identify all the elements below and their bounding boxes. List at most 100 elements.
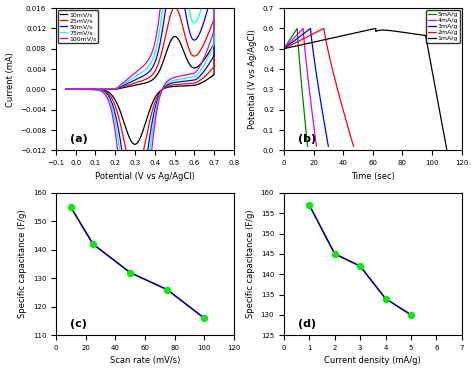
- 1mA/g: [334, 35, 339, 39]
- 2mA/g: [304, 35, 310, 39]
- Line: 4mA/g: 4mA/g: [284, 29, 317, 146]
- 4mA/g: [294, 33, 300, 37]
- 1mA/g: [349, 32, 355, 36]
- X-axis label: Current density (mA/g): Current density (mA/g): [324, 357, 421, 365]
- 25mV/s: [63, 87, 69, 92]
- 50mV/s: [128, 204, 134, 208]
- 2mA/g: [339, 104, 345, 108]
- 25mV/s: [128, 166, 134, 170]
- 5mA/g: [294, 26, 300, 31]
- X-axis label: Time (sec): Time (sec): [351, 172, 395, 181]
- 4mA/g: [281, 46, 287, 51]
- Legend: 10mV/s, 25mV/s, 50mV/s, 75mV/s, 100mV/s: 10mV/s, 25mV/s, 50mV/s, 75mV/s, 100mV/s: [58, 10, 98, 43]
- Point: [331, 251, 338, 257]
- 50mV/s: [93, 87, 99, 92]
- X-axis label: Potential (V vs Ag/AgCl): Potential (V vs Ag/AgCl): [95, 172, 195, 181]
- 2mA/g: [281, 46, 287, 51]
- Line: 100mV/s: 100mV/s: [66, 0, 214, 309]
- 10mV/s: [63, 87, 69, 92]
- 50mV/s: [194, 36, 200, 40]
- 50mV/s: [132, 213, 138, 218]
- Y-axis label: Specific capacitance (F/g): Specific capacitance (F/g): [246, 210, 255, 318]
- 75mV/s: [122, 201, 128, 206]
- 100mV/s: [128, 290, 134, 294]
- 4mA/g: [311, 127, 317, 131]
- 4mA/g: [306, 81, 311, 85]
- 50mV/s: [155, 95, 161, 99]
- 50mV/s: [122, 172, 128, 176]
- 10mV/s: [63, 87, 69, 92]
- 75mV/s: [63, 87, 69, 92]
- Text: (c): (c): [70, 319, 87, 329]
- 100mV/s: [132, 307, 138, 311]
- 25mV/s: [132, 172, 138, 177]
- 25mV/s: [183, 37, 189, 42]
- X-axis label: Scan rate (mV/s): Scan rate (mV/s): [109, 357, 180, 365]
- Legend: 5mA/g, 4mA/g, 3mA/g, 2mA/g, 1mA/g: 5mA/g, 4mA/g, 3mA/g, 2mA/g, 1mA/g: [426, 10, 460, 43]
- 25mV/s: [155, 92, 161, 96]
- Point: [67, 204, 74, 210]
- 5mA/g: [301, 104, 306, 108]
- 3mA/g: [319, 104, 324, 108]
- Point: [201, 315, 208, 321]
- Line: 2mA/g: 2mA/g: [284, 29, 354, 146]
- 4mA/g: [314, 144, 319, 148]
- 75mV/s: [194, 19, 200, 23]
- 1mA/g: [417, 32, 422, 37]
- 10mV/s: [93, 87, 99, 92]
- Point: [305, 202, 313, 208]
- Point: [164, 287, 171, 293]
- 75mV/s: [155, 97, 161, 101]
- 50mV/s: [183, 14, 189, 18]
- 1mA/g: [281, 46, 287, 51]
- 10mV/s: [132, 142, 138, 147]
- 2mA/g: [346, 127, 351, 131]
- 3mA/g: [315, 81, 320, 85]
- 75mV/s: [63, 87, 69, 92]
- Line: 1mA/g: 1mA/g: [284, 29, 447, 150]
- 50mV/s: [63, 87, 69, 92]
- Line: 5mA/g: 5mA/g: [284, 29, 308, 146]
- 5mA/g: [299, 81, 304, 85]
- 10mV/s: [122, 124, 128, 128]
- 10mV/s: [128, 138, 134, 142]
- 10mV/s: [194, 65, 200, 69]
- 25mV/s: [194, 53, 200, 57]
- 3mA/g: [301, 32, 306, 36]
- 5mA/g: [291, 32, 297, 36]
- 4mA/g: [301, 26, 306, 31]
- Line: 75mV/s: 75mV/s: [66, 0, 214, 260]
- 25mV/s: [93, 87, 99, 92]
- 1mA/g: [401, 30, 407, 35]
- 3mA/g: [281, 46, 287, 51]
- 25mV/s: [172, 5, 178, 10]
- Line: 25mV/s: 25mV/s: [66, 7, 214, 174]
- 3mA/g: [326, 144, 331, 148]
- 25mV/s: [63, 87, 69, 92]
- 10mV/s: [172, 34, 178, 39]
- 100mV/s: [122, 234, 128, 239]
- Point: [382, 296, 389, 302]
- 100mV/s: [93, 87, 99, 92]
- Point: [356, 263, 364, 269]
- 4mA/g: [295, 32, 301, 36]
- 5mA/g: [281, 46, 287, 51]
- 75mV/s: [93, 87, 99, 92]
- 50mV/s: [63, 87, 69, 92]
- 25mV/s: [122, 144, 128, 149]
- 3mA/g: [308, 26, 313, 31]
- Text: (d): (d): [298, 319, 316, 329]
- 2mA/g: [321, 26, 327, 31]
- 100mV/s: [155, 100, 161, 104]
- 5mA/g: [305, 144, 310, 148]
- Text: (b): (b): [298, 134, 316, 144]
- 2mA/g: [310, 32, 316, 36]
- Line: 3mA/g: 3mA/g: [284, 29, 328, 146]
- 10mV/s: [155, 90, 161, 95]
- 3mA/g: [322, 127, 328, 131]
- 10mV/s: [183, 55, 189, 60]
- 5mA/g: [303, 127, 309, 131]
- Point: [407, 312, 415, 318]
- 1mA/g: [342, 33, 347, 37]
- Line: 10mV/s: 10mV/s: [66, 36, 214, 144]
